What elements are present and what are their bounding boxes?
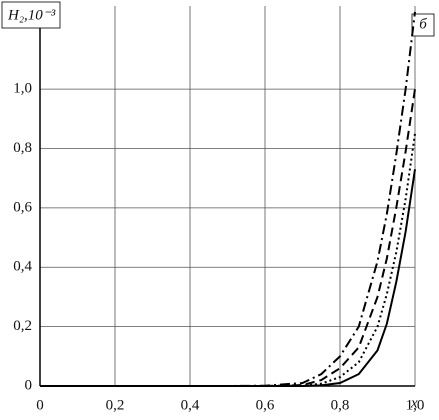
x-tick-label: 0,4 [181, 397, 200, 413]
y-tick-label: 0 [25, 377, 33, 393]
x-tick-label: 0 [36, 397, 44, 413]
panel-label: б [419, 16, 427, 32]
y-tick-label: 0,6 [13, 199, 32, 215]
y-tick-label: 1,0 [13, 81, 32, 97]
y-tick-label: 0,8 [13, 140, 32, 156]
line-series [40, 88, 416, 387]
line-series [40, 133, 416, 387]
x-axis-label: x [410, 395, 418, 411]
y-tick-label: 0,4 [13, 259, 32, 275]
x-tick-label: 0,2 [106, 397, 125, 413]
y-tick-label: 0,2 [13, 318, 32, 334]
x-tick-label: 0,6 [256, 397, 275, 413]
panel-label-box [411, 13, 435, 37]
line-series [40, 11, 416, 387]
x-tick-label: 1,0 [406, 397, 425, 413]
x-tick-label: 0,8 [331, 397, 350, 413]
y-label-box [1, 1, 61, 29]
y-axis-label: H₂,10⁻³ [7, 7, 56, 23]
